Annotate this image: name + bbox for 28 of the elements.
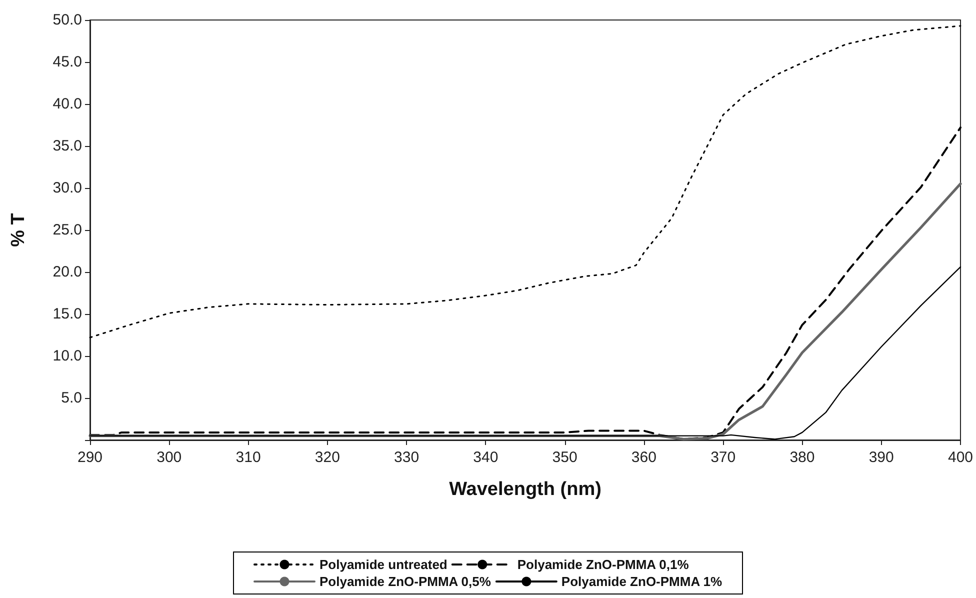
y-tick-label: 20.0	[52, 264, 82, 280]
x-tick-label: 360	[631, 449, 656, 466]
x-tick-label: 390	[868, 449, 894, 466]
y-tick-label: 50.0	[52, 12, 82, 28]
x-tick-label: 320	[314, 449, 340, 466]
x-tick-label: 300	[156, 449, 182, 466]
y-tick-label: 5.0	[61, 390, 82, 406]
x-tick-label: 340	[473, 449, 498, 466]
legend-label: Polyamide untreated	[320, 557, 448, 572]
y-tick-label: 25.0	[52, 222, 82, 238]
y-tick-label: 35.0	[52, 138, 82, 154]
y-tick-label: 15.0	[52, 306, 82, 322]
legend-label: Polyamide ZnO-PMMA 0,5%	[320, 574, 492, 589]
x-axis-title: Wavelength (nm)	[449, 479, 602, 500]
x-tick-label: 350	[552, 449, 578, 466]
x-tick-label: 290	[77, 449, 103, 466]
y-axis-title: % T	[8, 212, 29, 247]
legend-label: Polyamide ZnO-PMMA 0,1%	[517, 557, 690, 572]
x-tick-label: 310	[236, 449, 261, 466]
x-tick-label: 370	[710, 449, 736, 466]
y-tick-label: 40.0	[52, 96, 82, 112]
x-tick-label: 380	[790, 449, 815, 466]
legend-label: Polyamide ZnO-PMMA 1%	[561, 574, 722, 589]
y-tick-label: 45.0	[52, 54, 82, 70]
y-tick-label: 30.0	[52, 180, 82, 196]
x-tick-label: 400	[948, 449, 973, 466]
y-tick-label: 10.0	[52, 348, 82, 364]
x-tick-label: 330	[394, 449, 420, 466]
